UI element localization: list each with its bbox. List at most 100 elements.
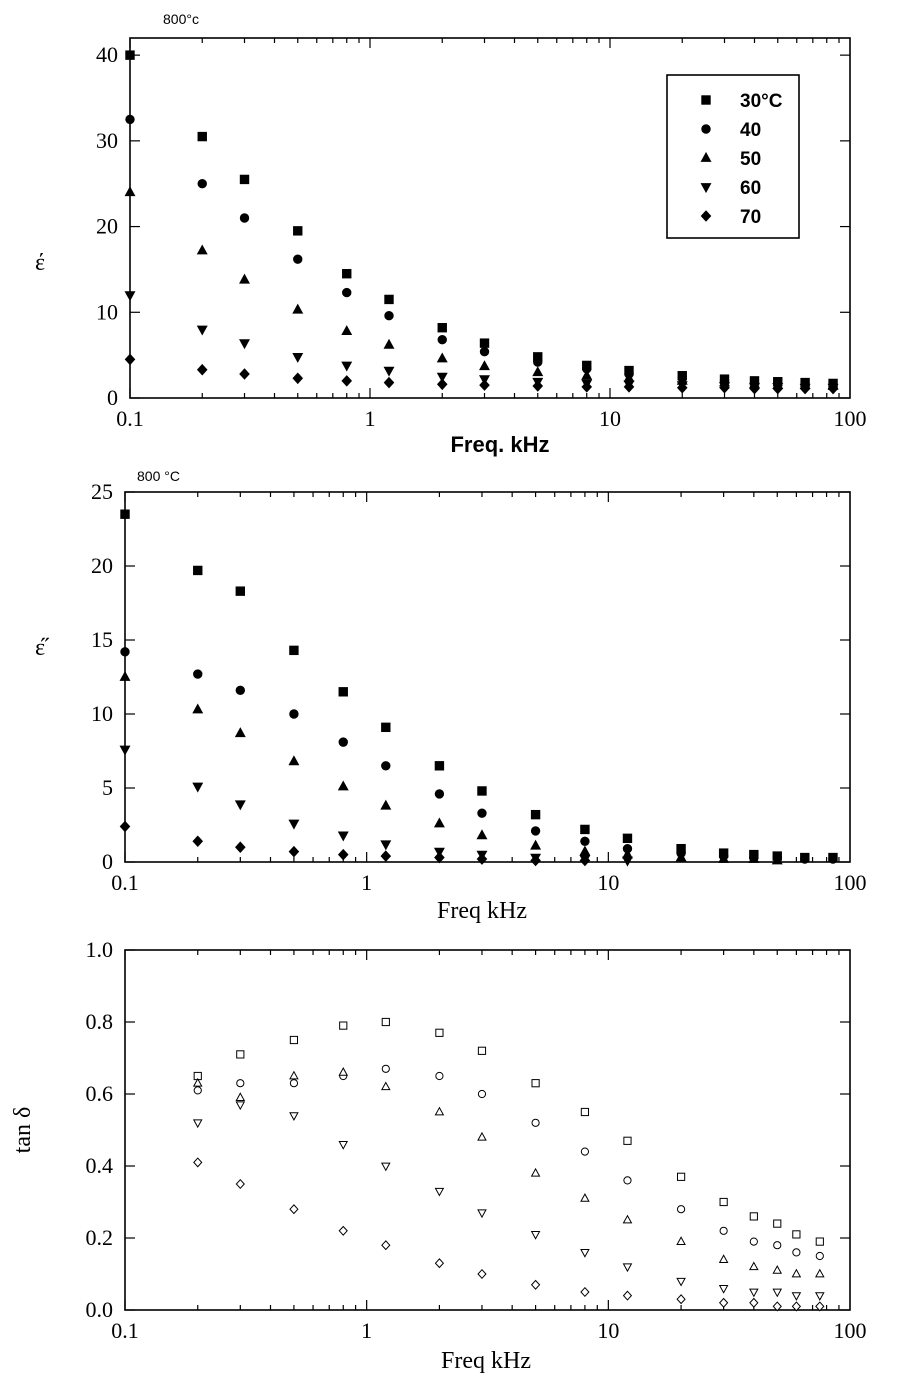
data-point: [477, 786, 487, 796]
data-point: [580, 1107, 590, 1117]
data-point: [380, 850, 392, 862]
data-point: [719, 381, 730, 394]
data-point: [815, 1237, 824, 1246]
data-point: [339, 1021, 348, 1030]
data-point: [772, 1288, 783, 1298]
y-tick-label: 20: [96, 214, 118, 239]
legend-label: 50: [740, 149, 761, 170]
data-point: [676, 1277, 686, 1287]
chart-panel-permittivity: 800°c Freq. kHz έ 0.1 1 10 100 0 10 20 30 40 30°…: [35, 11, 867, 457]
data-point: [749, 1297, 759, 1308]
data-point: [193, 565, 203, 576]
data-point: [436, 352, 448, 363]
data-point: [532, 366, 544, 377]
data-point: [434, 851, 445, 864]
data-point: [622, 1214, 633, 1224]
legend-label: 60: [740, 178, 761, 199]
data-point: [532, 380, 544, 392]
data-point: [749, 382, 760, 395]
data-point: [676, 1172, 686, 1181]
data-point: [436, 372, 448, 383]
legend-label: 40: [740, 120, 761, 141]
data-point: [434, 789, 445, 799]
data-point: [239, 273, 250, 284]
data-marks: [192, 1017, 825, 1312]
data-point: [718, 1297, 729, 1308]
data-point: [719, 1226, 728, 1235]
data-point: [477, 1046, 487, 1055]
data-point: [581, 369, 593, 380]
data-point: [623, 1136, 632, 1145]
data-point: [239, 213, 250, 223]
data-point: [827, 382, 839, 395]
data-point: [623, 381, 635, 393]
data-point: [289, 1035, 299, 1045]
data-point: [749, 1237, 758, 1246]
data-point: [530, 854, 541, 867]
data-point: [197, 179, 207, 189]
y-tick-label: 15: [91, 627, 113, 652]
data-point: [289, 709, 299, 719]
plot-frame: [124, 949, 851, 1311]
data-point: [791, 1268, 802, 1278]
x-tick-label: 0.1: [116, 406, 144, 431]
data-point: [530, 1279, 541, 1290]
data-point: [622, 1263, 633, 1273]
data-point: [381, 761, 391, 771]
x-tick-label: 1: [361, 870, 372, 895]
data-point: [580, 1147, 590, 1156]
data-point: [192, 1077, 203, 1087]
y-tick-label: 30: [96, 128, 118, 153]
data-point: [581, 381, 593, 393]
data-point: [197, 131, 207, 142]
panel-annotation: 800°c: [163, 11, 199, 27]
data-point: [192, 835, 204, 848]
data-point: [338, 1225, 348, 1236]
data-point: [292, 352, 304, 363]
x-tick-label: 100: [834, 406, 867, 431]
data-point: [771, 854, 783, 865]
data-point: [192, 1119, 203, 1129]
data-point: [719, 1197, 728, 1207]
data-point: [342, 287, 352, 298]
y-axis-title: έ: [35, 250, 45, 276]
data-point: [479, 347, 490, 357]
y-tick-label: 40: [96, 42, 118, 67]
data-point: [289, 1079, 299, 1088]
data-point: [239, 339, 250, 350]
legend-box: [666, 74, 800, 239]
data-point: [235, 685, 246, 696]
data-point: [749, 1212, 758, 1221]
data-point: [477, 808, 487, 818]
data-point: [380, 799, 392, 810]
y-tick-label: 25: [91, 479, 113, 504]
data-point: [675, 851, 687, 862]
axis-ticks: 0.1 1 10 100 0 5 10 15 20 25: [91, 479, 867, 895]
data-point: [434, 1187, 445, 1197]
legend-marker: [700, 151, 712, 162]
x-tick-label: 1: [365, 406, 376, 431]
data-point: [530, 839, 542, 850]
data-point: [434, 1258, 445, 1269]
data-point: [381, 1240, 391, 1251]
data-point: [533, 357, 543, 367]
x-tick-label: 0.1: [111, 1318, 139, 1343]
legend-marker: [700, 183, 712, 194]
data-point: [676, 1294, 686, 1305]
data-point: [236, 1050, 245, 1059]
data-point: [338, 1067, 349, 1076]
data-point: [622, 1290, 633, 1301]
data-point: [622, 833, 633, 844]
data-point: [800, 854, 810, 864]
data-point: [239, 174, 250, 185]
data-point: [437, 335, 447, 345]
legend-marker: [700, 210, 712, 222]
panel-annotation: 800 °C: [137, 468, 180, 484]
data-point: [192, 703, 204, 714]
data-point: [676, 1236, 686, 1245]
legend: 30°C 40 50 60 70: [666, 74, 800, 239]
y-tick-label: 0.2: [86, 1225, 114, 1250]
data-point: [342, 269, 352, 279]
chart-panel-tan-delta: Freq kHz tan δ 0.1 1 10 100 0.0 0.2 0.4 0.6 0.8 1…: [10, 937, 867, 1374]
data-point: [193, 669, 203, 679]
